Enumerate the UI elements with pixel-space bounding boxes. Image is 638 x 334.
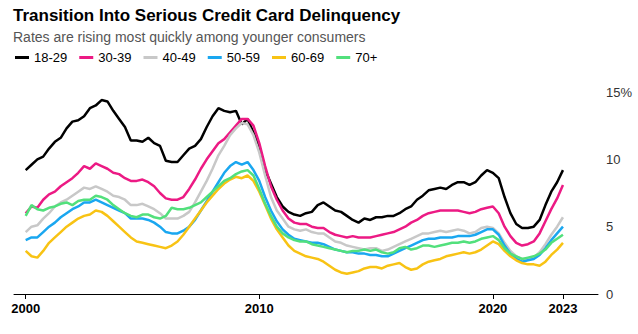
svg-text:2020: 2020 bbox=[478, 301, 507, 316]
svg-text:5: 5 bbox=[606, 219, 613, 234]
svg-text:Rates are rising most quickly: Rates are rising most quickly among youn… bbox=[13, 29, 366, 45]
svg-text:Transition Into Serious Credit: Transition Into Serious Credit Card Deli… bbox=[13, 6, 401, 25]
svg-text:10: 10 bbox=[606, 152, 620, 167]
svg-text:15%: 15% bbox=[606, 85, 632, 100]
svg-text:0: 0 bbox=[606, 287, 613, 302]
svg-text:50-59: 50-59 bbox=[227, 50, 260, 65]
svg-text:60-69: 60-69 bbox=[291, 50, 324, 65]
svg-text:40-49: 40-49 bbox=[162, 50, 195, 65]
svg-text:30-39: 30-39 bbox=[98, 50, 131, 65]
svg-text:18-29: 18-29 bbox=[34, 50, 67, 65]
svg-text:2023: 2023 bbox=[548, 301, 577, 316]
svg-text:70+: 70+ bbox=[355, 50, 377, 65]
svg-text:2000: 2000 bbox=[11, 301, 40, 316]
svg-text:2010: 2010 bbox=[245, 301, 274, 316]
